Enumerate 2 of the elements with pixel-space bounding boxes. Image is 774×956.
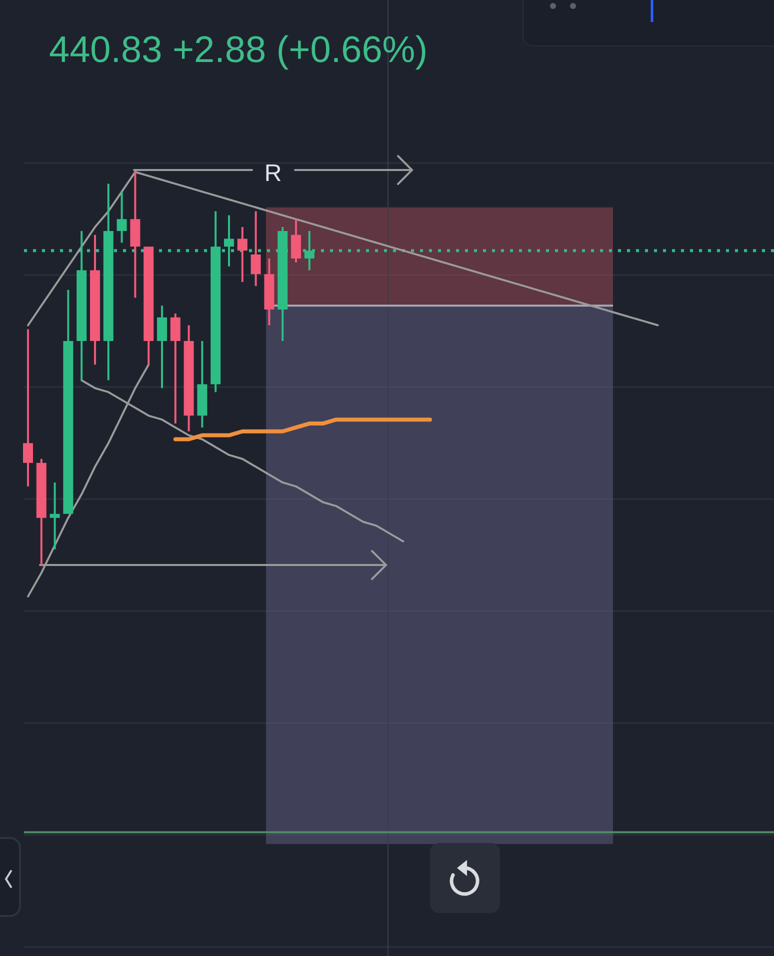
chart-subtitle: 440.83 +2.88 (+0.66%) bbox=[49, 29, 428, 70]
annotation: R bbox=[264, 160, 282, 187]
